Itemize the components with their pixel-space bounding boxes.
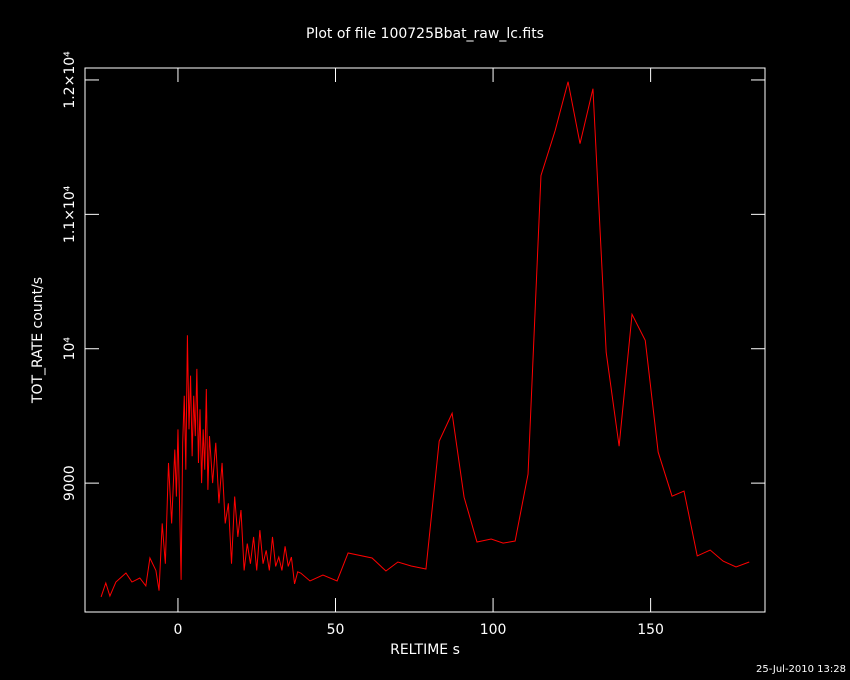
timestamp: 25-Jul-2010 13:28 — [756, 664, 846, 675]
y-tick-label: 1.1×10⁴ — [62, 185, 78, 243]
y-tick-label: 10⁴ — [62, 337, 78, 361]
chart-title: Plot of file 100725Bbat_raw_lc.fits — [306, 26, 544, 42]
plot-frame — [84, 67, 766, 613]
y-tick-label: 9000 — [62, 465, 78, 501]
x-axis-label: RELTIME s — [390, 642, 460, 658]
x-tick-label: 100 — [480, 622, 507, 638]
y-axis-label: TOT_RATE count/s — [30, 277, 46, 404]
x-tick-label: 150 — [637, 622, 664, 638]
data-line — [100, 81, 750, 598]
x-tick-label: 0 — [173, 622, 182, 638]
x-tick-label: 50 — [327, 622, 345, 638]
y-tick-label: 1.2×10⁴ — [62, 51, 78, 109]
